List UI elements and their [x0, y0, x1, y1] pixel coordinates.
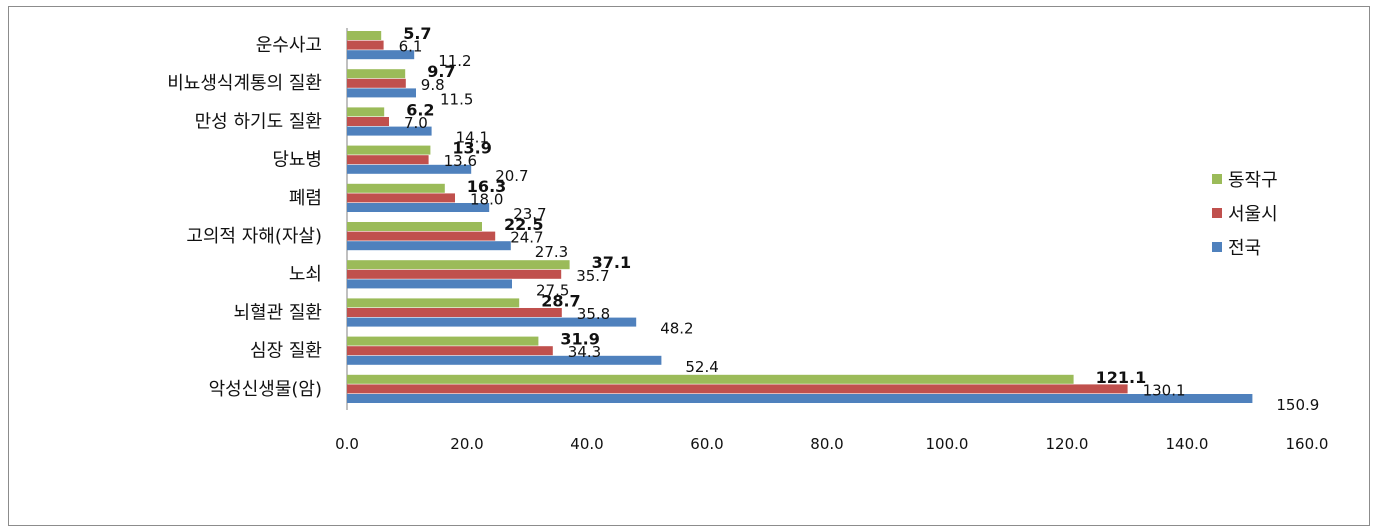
- bar-서울시: [347, 117, 389, 126]
- bar-전국: [347, 126, 432, 136]
- bar-chart: 0.0 20.0 40.0 60.0 80.0 100.0 120.0 140.0 160.0 운…: [167, 24, 1329, 453]
- value-label-동작구: 16.3: [467, 177, 506, 196]
- value-label-서울시: 24.7: [510, 229, 543, 247]
- value-label-서울시: 7.0: [404, 114, 428, 132]
- legend-swatch-동작구: [1212, 174, 1222, 184]
- value-label-전국: 27.3: [535, 243, 568, 261]
- x-tick-label: 140.0: [1166, 435, 1209, 453]
- x-tick-label: 20.0: [450, 435, 483, 453]
- x-tick-label: 80.0: [810, 435, 843, 453]
- category-label: 노쇠: [289, 264, 322, 285]
- bar-서울시: [347, 155, 429, 165]
- value-label-전국: 11.5: [440, 90, 473, 108]
- legend-swatch-전국: [1212, 242, 1222, 252]
- legend-label-동작구: 동작구: [1228, 170, 1278, 191]
- bar-동작구: [347, 107, 385, 117]
- bar-전국: [347, 241, 511, 251]
- category-label: 폐렴: [289, 188, 322, 209]
- value-label-동작구: 37.1: [592, 253, 631, 272]
- x-tick-label: 160.0: [1286, 435, 1329, 453]
- x-tick-label: 60.0: [690, 435, 723, 453]
- value-label-동작구: 6.2: [406, 100, 434, 119]
- value-label-전국: 52.4: [685, 358, 718, 376]
- category-label: 비뇨생식계통의 질환: [167, 73, 322, 94]
- value-label-서울시: 9.8: [421, 76, 445, 94]
- value-label-서울시: 13.6: [444, 152, 477, 170]
- bar-동작구: [347, 374, 1074, 384]
- bar-서울시: [347, 231, 496, 241]
- value-label-동작구: 28.7: [541, 291, 580, 310]
- value-label-서울시: 34.3: [568, 343, 601, 361]
- x-tick-label: 0.0: [335, 435, 359, 453]
- value-label-동작구: 121.1: [1096, 368, 1147, 387]
- category-label: 심장 질환: [250, 341, 322, 362]
- category-label: 운수사고: [256, 35, 322, 56]
- bar-전국: [347, 394, 1253, 403]
- legend-swatch-서울시: [1212, 208, 1222, 218]
- value-label-서울시: 6.1: [399, 38, 423, 56]
- value-label-서울시: 130.1: [1143, 381, 1186, 399]
- x-tick-label: 120.0: [1046, 435, 1089, 453]
- bar-동작구: [347, 183, 445, 193]
- x-tick-label: 40.0: [570, 435, 603, 453]
- value-label-전국: 27.5: [536, 281, 569, 299]
- value-label-동작구: 5.7: [403, 24, 431, 43]
- bar-동작구: [347, 222, 482, 231]
- value-label-전국: 23.7: [513, 205, 546, 223]
- value-label-동작구: 13.9: [452, 139, 491, 158]
- bar-동작구: [347, 31, 382, 40]
- legend-label-전국: 전국: [1228, 238, 1261, 259]
- value-label-서울시: 35.7: [576, 267, 609, 285]
- bar-서울시: [347, 193, 455, 203]
- bar-서울시: [347, 384, 1128, 394]
- category-label: 만성 하기도 질환: [195, 111, 322, 132]
- value-label-전국: 48.2: [660, 320, 693, 338]
- bar-동작구: [347, 145, 431, 155]
- bar-서울시: [347, 308, 562, 317]
- bar-서울시: [347, 78, 406, 88]
- bar-전국: [347, 355, 662, 365]
- value-label-전국: 11.2: [438, 52, 471, 70]
- chart-frame: [8, 6, 1370, 526]
- value-label-동작구: 9.7: [427, 62, 455, 81]
- category-label: 고의적 자해(자살): [186, 226, 322, 247]
- bar-전국: [347, 279, 512, 289]
- bar-서울시: [347, 40, 384, 50]
- bar-전국: [347, 164, 472, 174]
- x-tick-label: 100.0: [926, 435, 969, 453]
- value-label-서울시: 35.8: [577, 305, 610, 323]
- bar-전국: [347, 203, 490, 212]
- category-label: 악성신생물(암): [209, 379, 322, 400]
- bar-동작구: [347, 69, 406, 79]
- value-label-전국: 150.9: [1276, 396, 1319, 414]
- bar-전국: [347, 50, 415, 60]
- value-label-전국: 20.7: [495, 167, 528, 185]
- bar-전국: [347, 88, 416, 98]
- legend-label-서울시: 서울시: [1228, 204, 1278, 225]
- bar-전국: [347, 317, 637, 327]
- value-label-서울시: 18.0: [470, 190, 503, 208]
- value-label-동작구: 22.5: [504, 215, 543, 234]
- bar-동작구: [347, 298, 520, 308]
- value-label-전국: 14.1: [456, 129, 489, 147]
- value-label-동작구: 31.9: [560, 330, 599, 349]
- bar-동작구: [347, 260, 570, 270]
- category-label: 뇌혈관 질환: [233, 302, 322, 323]
- category-label: 당뇨병: [272, 150, 322, 171]
- bar-서울시: [347, 346, 553, 356]
- bar-서울시: [347, 269, 562, 279]
- bar-동작구: [347, 336, 539, 346]
